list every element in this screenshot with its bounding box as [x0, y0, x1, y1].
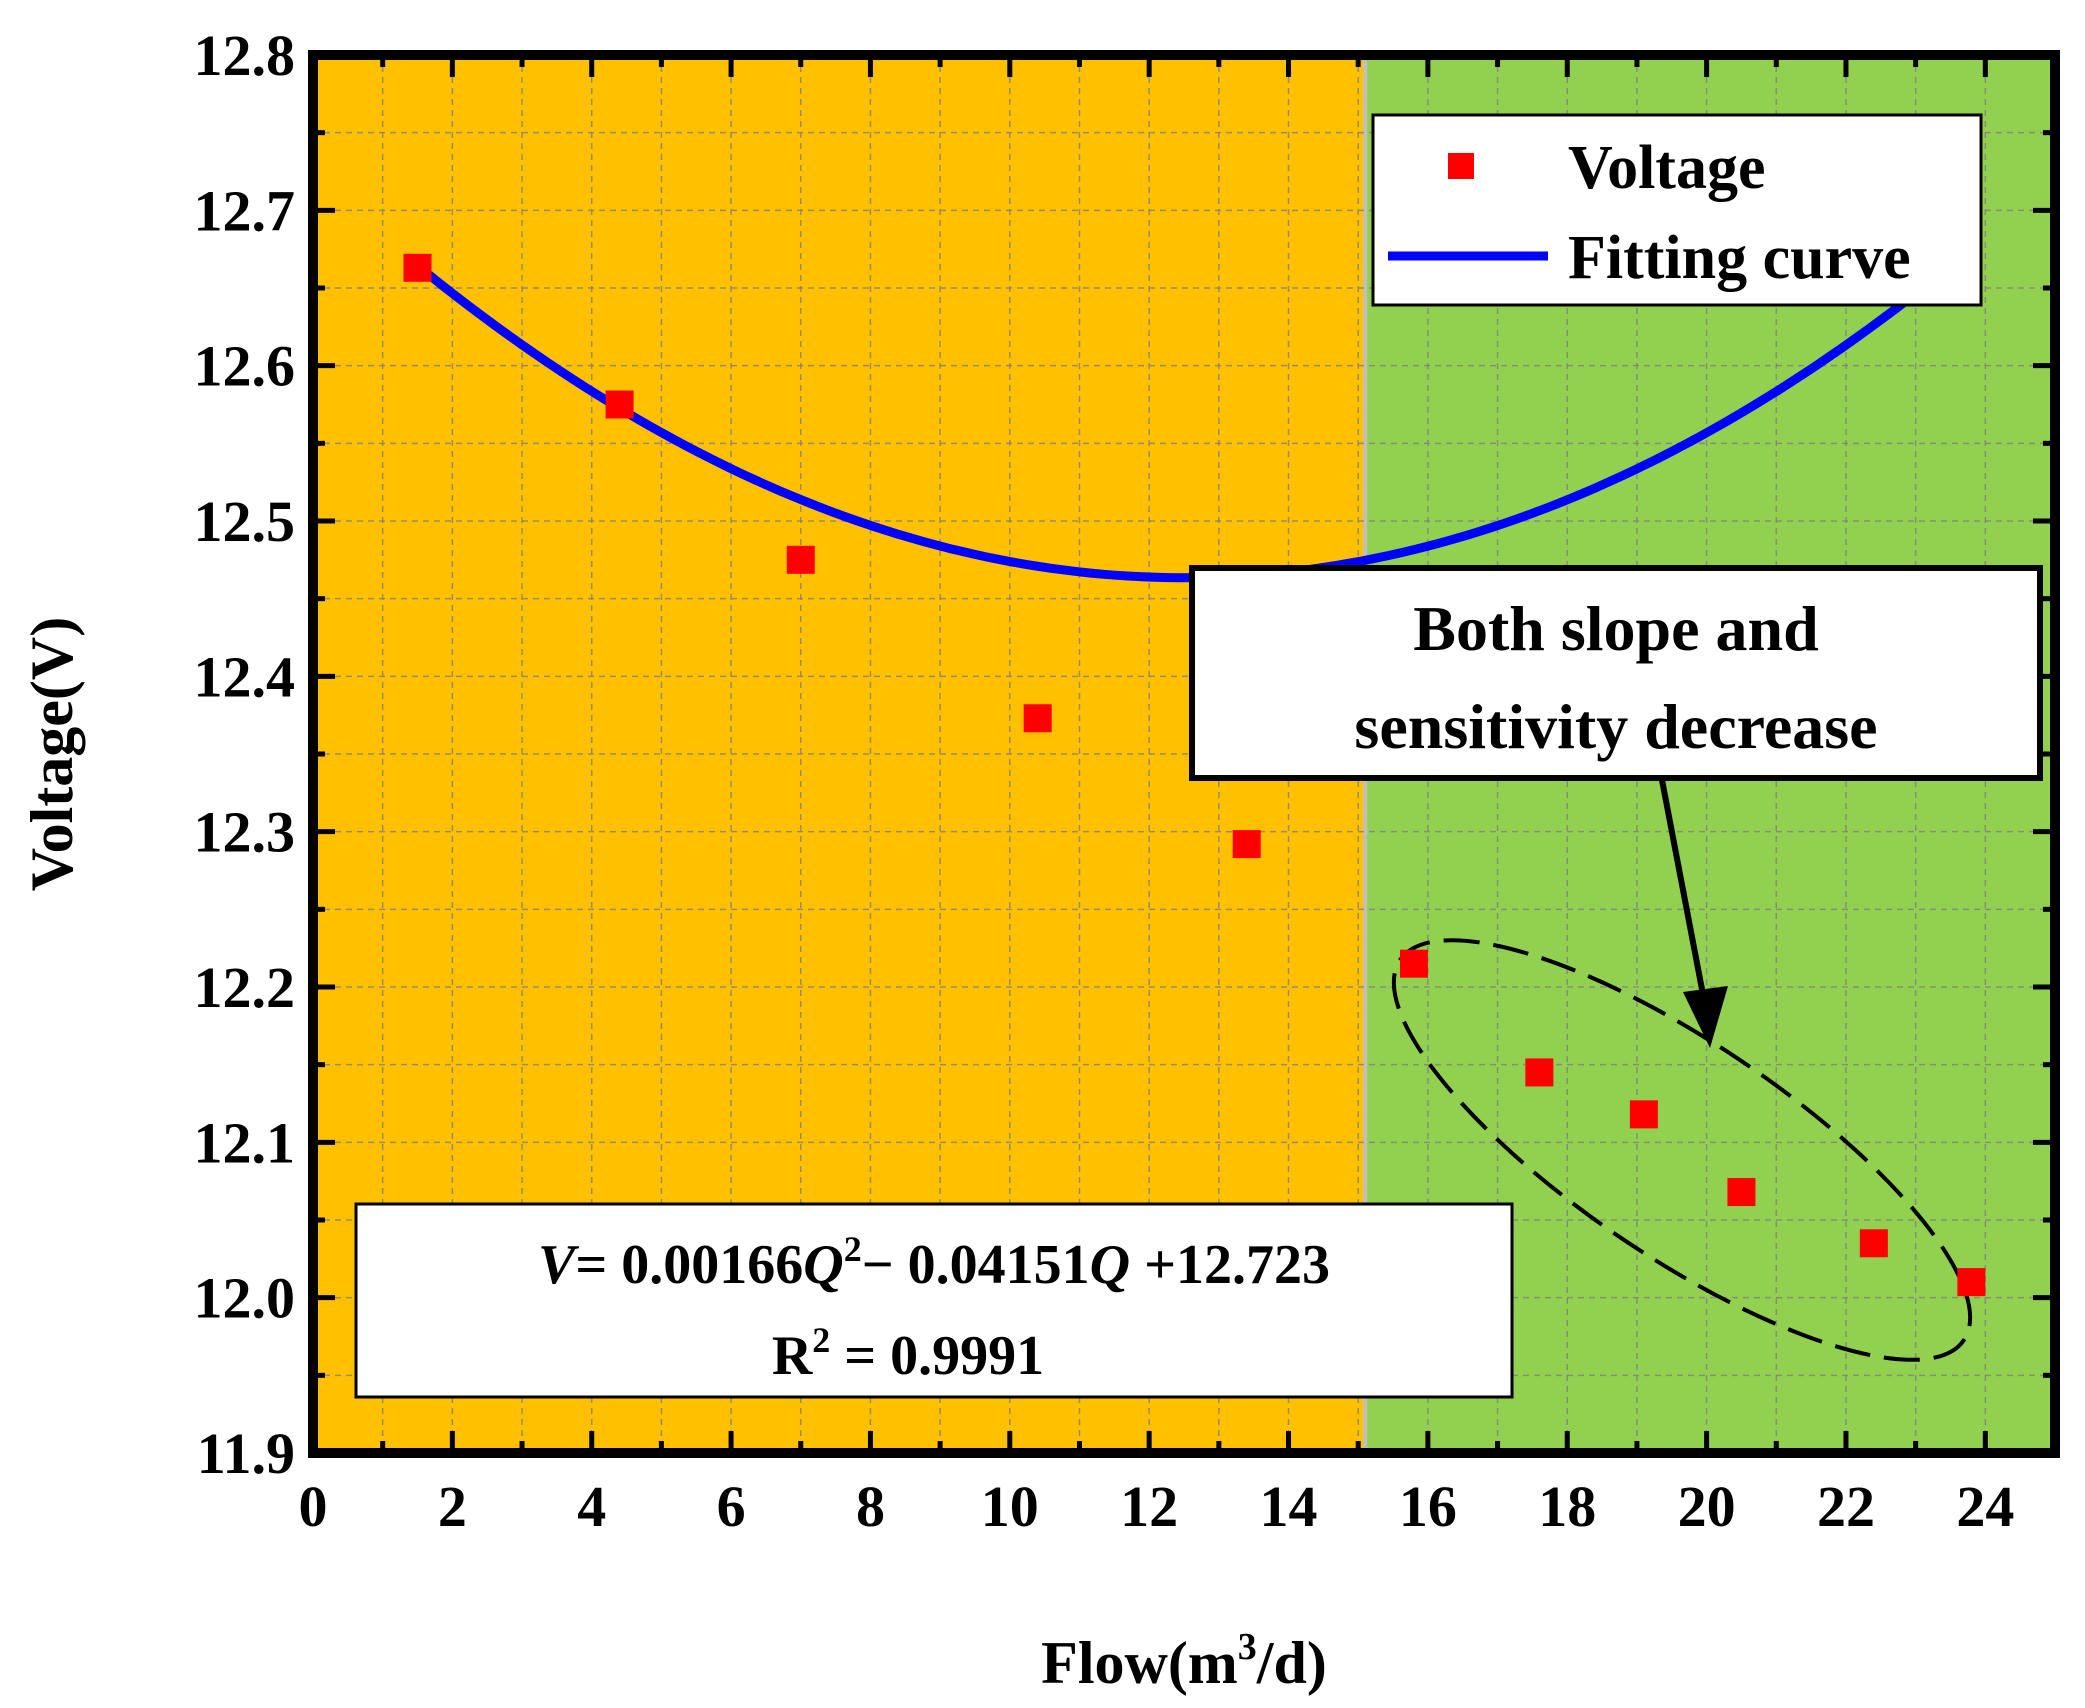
voltage-point: [1024, 704, 1052, 732]
voltage-flow-chart: 0 2 4 6 8 10 12 14 16 18 20 22 24 11.912.012.112.212…: [0, 0, 2085, 1708]
legend: Voltage Fitting curve: [1373, 115, 1981, 305]
equation-line: V= 0.00166Q2− 0.04151Q +12.723: [538, 1229, 1330, 1296]
voltage-point: [1957, 1268, 1985, 1296]
voltage-point: [1860, 1229, 1888, 1257]
legend-marker-voltage: [1448, 153, 1474, 179]
y-tick-label: 12.8: [194, 23, 296, 88]
y-tick-label: 12.5: [194, 489, 296, 554]
y-tick-label: 12.6: [194, 334, 296, 399]
x-tick-label: 12: [1120, 1474, 1178, 1539]
legend-label-voltage: Voltage: [1568, 134, 1765, 202]
x-tick-label: 14: [1260, 1474, 1318, 1539]
voltage-point: [606, 391, 634, 419]
x-tick-label: 24: [1956, 1474, 2014, 1539]
x-tick-label: 18: [1538, 1474, 1596, 1539]
x-tick-labels: 0 2 4 6 8 10 12 14 16 18 20 22 24: [299, 1474, 2015, 1539]
y-tick-label: 11.9: [197, 1421, 295, 1486]
y-tick-labels: 11.9 12.0 12.1 12.2 12.3 12.4 12.5 12.6 12.7 12.8: [194, 23, 296, 1486]
voltage-point: [1630, 1100, 1658, 1128]
legend-label-fitting: Fitting curve: [1568, 224, 1911, 292]
y-tick-label: 12.0: [194, 1266, 296, 1331]
x-tick-label: 8: [856, 1474, 885, 1539]
x-tick-label: 22: [1817, 1474, 1875, 1539]
voltage-point: [1525, 1058, 1553, 1086]
y-tick-label: 12.1: [194, 1110, 296, 1175]
x-tick-label: 10: [981, 1474, 1039, 1539]
x-tick-label: 0: [299, 1474, 328, 1539]
voltage-point: [1400, 950, 1428, 978]
y-tick-label: 12.7: [194, 178, 296, 243]
y-axis-title: Voltage(V): [19, 617, 85, 891]
x-tick-label: 16: [1399, 1474, 1457, 1539]
x-tick-label: 20: [1678, 1474, 1736, 1539]
voltage-point: [404, 254, 432, 282]
x-tick-label: 6: [717, 1474, 746, 1539]
voltage-point: [787, 546, 815, 574]
y-tick-label: 12.3: [194, 800, 296, 865]
y-tick-label: 12.4: [194, 644, 296, 709]
x-tick-label: 4: [577, 1474, 606, 1539]
annotation-line-2: sensitivity decrease: [1354, 691, 1877, 762]
equation-box: V= 0.00166Q2− 0.04151Q +12.723 R2 = 0.99…: [356, 1204, 1512, 1397]
voltage-point: [1233, 830, 1261, 858]
y-tick-label: 12.2: [194, 955, 296, 1020]
annotation-line-1: Both slope and: [1413, 593, 1818, 664]
x-tick-label: 2: [438, 1474, 467, 1539]
x-axis-title: Flow(m3/d): [1041, 1626, 1327, 1696]
voltage-point: [1727, 1178, 1755, 1206]
